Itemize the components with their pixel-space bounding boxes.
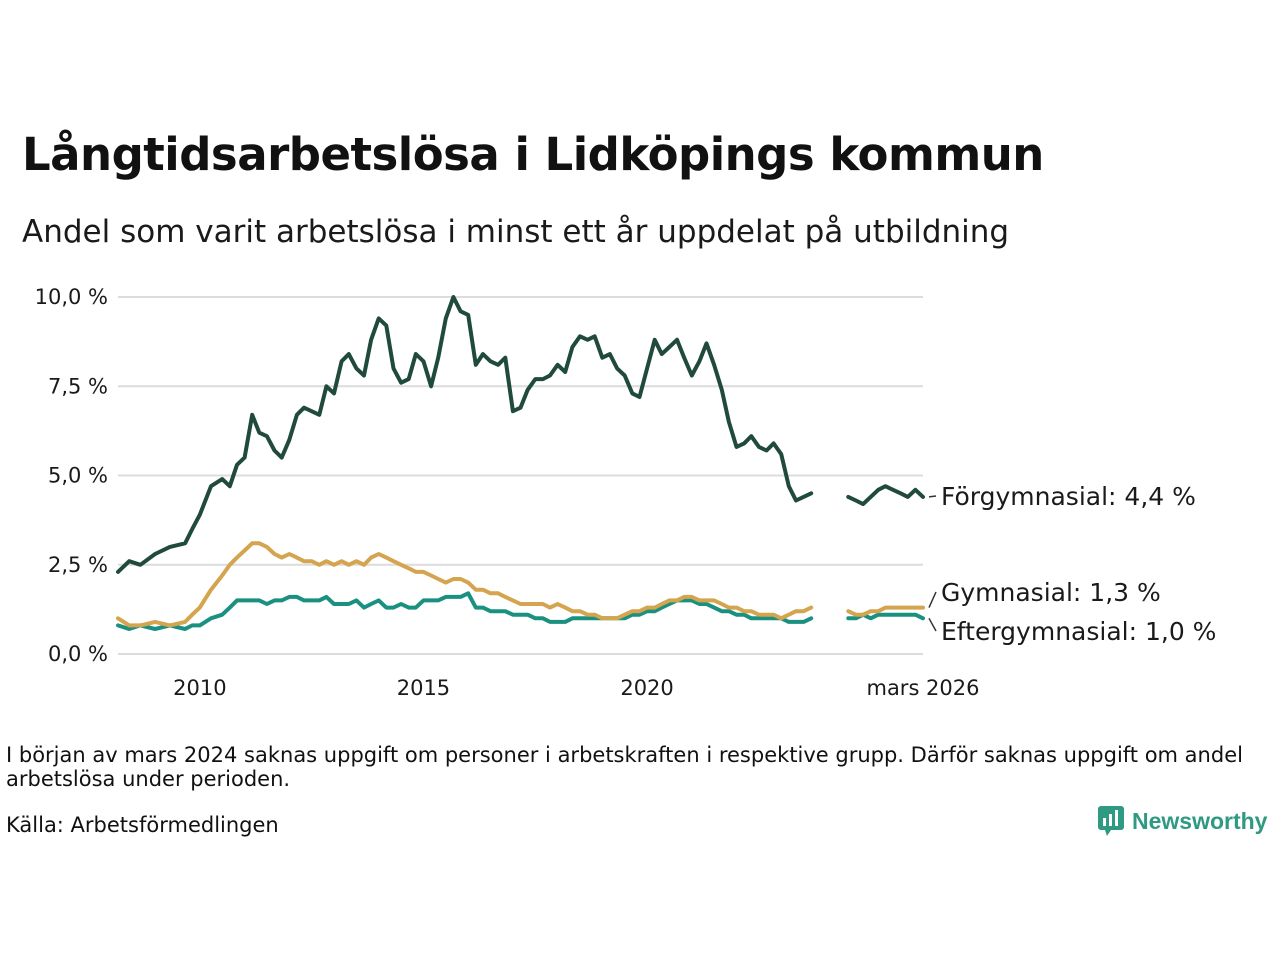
y-tick-label: 5,0 % [48,464,108,488]
label-leader [928,495,937,498]
y-axis-tick-labels: 0,0 % 2,5 % 5,0 % 7,5 % 10,0 % [35,285,108,666]
series-end-label: Gymnasial: 1,3 % [941,578,1161,607]
y-tick-label: 0,0 % [48,642,108,666]
series-end-labels: Förgymnasial: 4,4 % Gymnasial: 1,3 % Efter… [928,482,1216,646]
line-chart: 0,0 % 2,5 % 5,0 % 7,5 % 10,0 % 2010 2015 2020 m… [35,285,1217,700]
x-tick-label: mars 2026 [866,676,979,700]
footnote: I början av mars 2024 saknas uppgift om … [6,743,1243,791]
x-tick-label: 2010 [173,676,226,700]
series-line [846,605,925,617]
series-line [116,541,814,628]
y-tick-label: 7,5 % [48,374,108,398]
label-leader [928,591,937,608]
series-end-label: Eftergymnasial: 1,0 % [941,617,1216,646]
label-leader [928,617,937,632]
series-gymnasial [116,541,925,628]
x-tick-label: 2015 [397,676,450,700]
brand-name: Newsworthy [1132,807,1268,834]
series-förgymnasial [116,295,925,574]
chart-title: Långtidsarbetslösa i Lidköpings kommun [22,128,1044,181]
y-tick-label: 2,5 % [48,553,108,577]
chart-subtitle: Andel som varit arbetslösa i minst ett å… [22,214,1010,250]
series-line [116,591,814,631]
newsworthy-logo: Newsworthy [1098,806,1267,836]
series-line [846,484,925,507]
series-end-label: Förgymnasial: 4,4 % [941,482,1196,511]
x-tick-label: 2020 [620,676,673,700]
bar-chart-icon [1098,806,1124,836]
source-text: Källa: Arbetsförmedlingen [6,813,279,837]
y-tick-label: 10,0 % [35,285,108,309]
series-line [116,295,814,574]
grid-lines [118,296,923,655]
x-axis-tick-labels: 2010 2015 2020 mars 2026 [173,676,979,700]
series-lines [116,295,925,631]
